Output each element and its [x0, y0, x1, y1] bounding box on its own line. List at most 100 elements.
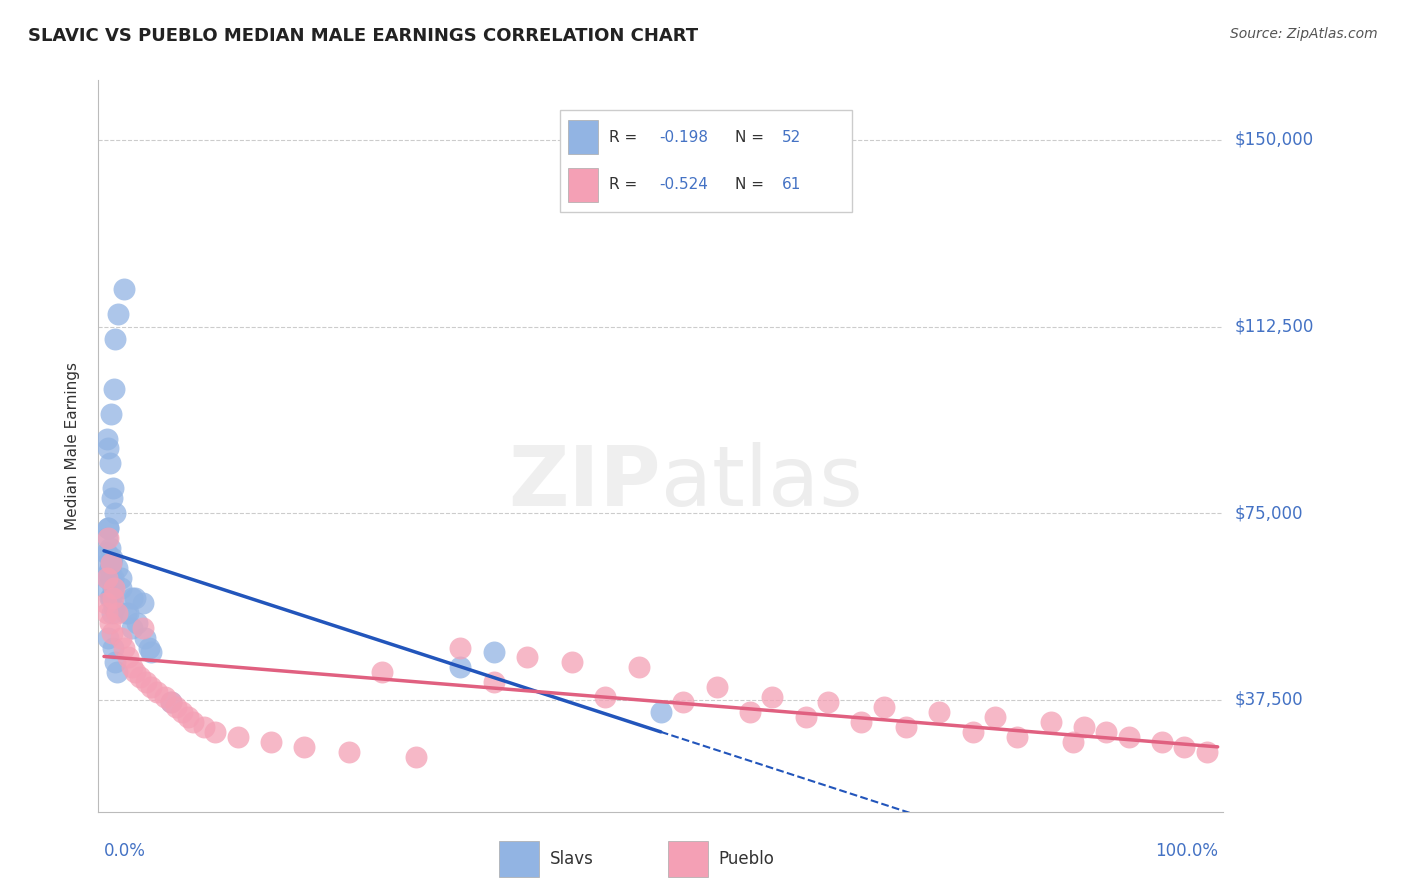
Point [516, 650, 538, 665]
Point [1150, 735, 1173, 749]
Point [104, 332, 127, 346]
Point [105, 561, 128, 575]
Point [101, 481, 124, 495]
Point [561, 656, 583, 670]
Text: 0.0%: 0.0% [104, 842, 146, 860]
Point [128, 670, 150, 684]
Text: SLAVIC VS PUEBLO MEDIAN MALE EARNINGS CORRELATION CHART: SLAVIC VS PUEBLO MEDIAN MALE EARNINGS CO… [28, 27, 699, 45]
Point [146, 685, 169, 699]
Point [176, 710, 198, 724]
Point [117, 650, 139, 665]
Point [101, 491, 124, 506]
Point [101, 591, 124, 605]
Point [139, 645, 162, 659]
Point [105, 606, 128, 620]
Point [100, 571, 122, 585]
Point [121, 591, 143, 605]
Text: $37,500: $37,500 [1234, 690, 1303, 709]
Point [97, 521, 120, 535]
Point [105, 665, 128, 680]
Point [127, 615, 149, 630]
Point [96, 432, 118, 446]
Point [101, 640, 124, 655]
Point [138, 640, 160, 655]
Point [851, 715, 873, 730]
Point [101, 571, 124, 585]
Point [672, 695, 695, 709]
Point [112, 640, 135, 655]
Point [110, 571, 132, 585]
Point [482, 675, 505, 690]
Point [139, 681, 162, 695]
Point [101, 625, 124, 640]
Point [117, 606, 139, 620]
Point [132, 596, 155, 610]
Point [134, 631, 156, 645]
Point [1005, 730, 1028, 744]
Point [181, 715, 204, 730]
Point [738, 705, 761, 719]
Text: $150,000: $150,000 [1234, 131, 1313, 149]
Point [98, 591, 121, 605]
Point [96, 596, 118, 610]
Point [627, 660, 650, 674]
Point [132, 621, 155, 635]
Point [650, 705, 672, 719]
Text: ZIP: ZIP [509, 442, 661, 523]
Point [112, 282, 135, 296]
Text: atlas: atlas [661, 442, 862, 523]
Text: 100.0%: 100.0% [1154, 842, 1218, 860]
Point [761, 690, 783, 705]
Point [1195, 745, 1218, 759]
Point [482, 645, 505, 659]
Point [97, 631, 120, 645]
Point [103, 600, 125, 615]
Point [1039, 715, 1062, 730]
Point [165, 700, 187, 714]
Point [101, 606, 124, 620]
Point [97, 521, 120, 535]
Text: $75,000: $75,000 [1234, 504, 1303, 522]
Point [98, 615, 121, 630]
Point [97, 566, 120, 580]
Point [96, 556, 118, 570]
Point [193, 720, 215, 734]
Point [817, 695, 839, 709]
Point [984, 710, 1007, 724]
Text: $112,500: $112,500 [1234, 318, 1313, 335]
Point [96, 531, 118, 545]
Point [159, 695, 181, 709]
Point [371, 665, 394, 680]
Point [1062, 735, 1084, 749]
Point [159, 695, 181, 709]
Point [706, 681, 728, 695]
Point [100, 591, 122, 605]
Point [135, 675, 157, 690]
Point [449, 640, 471, 655]
Point [1173, 739, 1195, 754]
Point [121, 660, 143, 674]
Point [100, 556, 122, 570]
Point [894, 720, 917, 734]
Point [872, 700, 894, 714]
Point [593, 690, 616, 705]
Point [204, 725, 226, 739]
Point [97, 442, 120, 456]
Point [1073, 720, 1095, 734]
Point [1118, 730, 1140, 744]
Point [260, 735, 283, 749]
Point [928, 705, 950, 719]
Point [101, 581, 124, 595]
Y-axis label: Median Male Earnings: Median Male Earnings [65, 362, 80, 530]
Point [98, 457, 121, 471]
Point [124, 591, 146, 605]
Point [96, 571, 118, 585]
Point [98, 541, 121, 555]
Point [96, 546, 118, 560]
Point [96, 546, 118, 560]
Point [1095, 725, 1118, 739]
Point [124, 665, 146, 680]
Point [294, 739, 316, 754]
Point [103, 581, 125, 595]
Point [155, 690, 177, 705]
